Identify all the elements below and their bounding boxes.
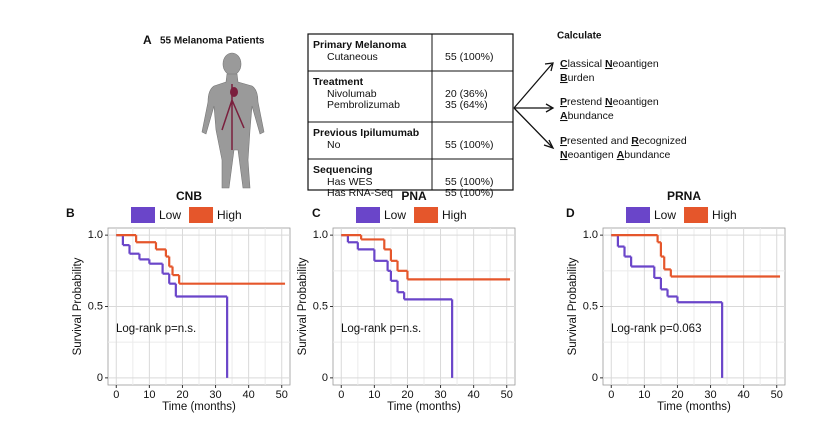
chart-title: CNB bbox=[176, 189, 202, 203]
table-section-header: Previous Ipilumumab bbox=[313, 127, 419, 139]
x-tick-label: 50 bbox=[501, 389, 513, 401]
x-tick-label: 20 bbox=[176, 389, 188, 401]
y-tick-label: 1.0 bbox=[88, 229, 103, 241]
x-tick-label: 0 bbox=[113, 389, 119, 401]
calculate-item: Abundance bbox=[560, 110, 614, 122]
survival-curve bbox=[341, 234, 454, 378]
table-section-header: Sequencing bbox=[313, 164, 373, 176]
panel-label: B bbox=[66, 206, 75, 220]
table-row-label: Cutaneous bbox=[327, 51, 378, 63]
annotation: Log-rank p=0.063 bbox=[611, 323, 701, 335]
legend-label: High bbox=[712, 208, 737, 222]
annotation: Log-rank p=n.s. bbox=[341, 323, 421, 335]
legend-label: High bbox=[442, 208, 467, 222]
x-tick-label: 10 bbox=[638, 389, 650, 401]
y-axis-label: Survival Probability bbox=[297, 257, 309, 355]
chart-title: PNA bbox=[401, 189, 427, 203]
legend-swatch bbox=[189, 207, 214, 223]
table-row-label: Has RNA-Seq bbox=[327, 187, 393, 199]
x-tick-label: 0 bbox=[608, 389, 614, 401]
x-tick-label: 30 bbox=[434, 389, 446, 401]
x-tick-label: 30 bbox=[209, 389, 221, 401]
table-row-label: Pembrolizumab bbox=[327, 99, 400, 111]
legend-swatch bbox=[356, 207, 380, 223]
table-row-value: 35 (64%) bbox=[445, 99, 488, 111]
legend-label: Low bbox=[384, 208, 406, 222]
y-tick-label: 0.5 bbox=[313, 300, 328, 312]
x-tick-label: 40 bbox=[738, 389, 750, 401]
x-tick-label: 40 bbox=[468, 389, 480, 401]
calculate-item: Prestend Neoantigen bbox=[560, 96, 659, 108]
x-tick-label: 20 bbox=[401, 389, 413, 401]
x-tick-label: 30 bbox=[704, 389, 716, 401]
x-tick-label: 10 bbox=[368, 389, 380, 401]
x-tick-label: 40 bbox=[243, 389, 255, 401]
arrows bbox=[513, 62, 555, 150]
y-tick-label: 0 bbox=[322, 372, 328, 384]
annotation: Log-rank p=n.s. bbox=[116, 323, 196, 335]
survival-curve bbox=[611, 234, 781, 278]
legend-swatch bbox=[131, 207, 155, 223]
chart-title: PRNA bbox=[667, 189, 701, 203]
panel-label: D bbox=[566, 206, 575, 220]
x-axis-label: Time (months) bbox=[162, 401, 236, 413]
table-section-header: Primary Melanoma bbox=[313, 39, 407, 51]
legend-label: High bbox=[217, 208, 242, 222]
legend-label: Low bbox=[159, 208, 181, 222]
table-row-label: Nivolumab bbox=[327, 88, 377, 100]
legend-swatch bbox=[626, 207, 650, 223]
legend-swatch bbox=[414, 207, 439, 223]
survival-curve bbox=[116, 234, 229, 378]
table-section-header: Treatment bbox=[313, 76, 364, 88]
table-row-value: 55 (100%) bbox=[445, 187, 493, 199]
y-tick-label: 0 bbox=[97, 372, 103, 384]
human-figure bbox=[201, 52, 265, 189]
x-axis-label: Time (months) bbox=[657, 401, 731, 413]
survival-curve bbox=[341, 234, 511, 281]
panel-label: A bbox=[143, 33, 152, 47]
x-tick-label: 50 bbox=[276, 389, 288, 401]
table-row-value: 55 (100%) bbox=[445, 139, 493, 151]
y-tick-label: 1.0 bbox=[313, 229, 328, 241]
x-tick-label: 0 bbox=[338, 389, 344, 401]
y-tick-label: 0.5 bbox=[88, 300, 103, 312]
x-tick-label: 10 bbox=[143, 389, 155, 401]
calculate-item: Neoantigen Abundance bbox=[560, 149, 671, 161]
survival-curve bbox=[116, 234, 286, 285]
y-tick-label: 1.0 bbox=[583, 229, 598, 241]
table-row-label: No bbox=[327, 139, 341, 151]
panel-label: C bbox=[312, 206, 321, 220]
table-row-value: 20 (36%) bbox=[445, 88, 488, 100]
legend-swatch bbox=[684, 207, 709, 223]
x-tick-label: 20 bbox=[671, 389, 683, 401]
y-axis-label: Survival Probability bbox=[72, 257, 84, 355]
legend-label: Low bbox=[654, 208, 676, 222]
table-row-label: Has WES bbox=[327, 176, 373, 188]
calculate-item: Classical Neoantigen bbox=[560, 58, 659, 70]
table-row-value: 55 (100%) bbox=[445, 176, 493, 188]
calculate-title: Calculate bbox=[557, 31, 602, 42]
survival-curve bbox=[611, 234, 724, 378]
calculate-item: Presented and Recognized bbox=[560, 135, 687, 147]
y-tick-label: 0 bbox=[592, 372, 598, 384]
calculate-item: Burden bbox=[560, 72, 595, 84]
x-tick-label: 50 bbox=[771, 389, 783, 401]
y-axis-label: Survival Probability bbox=[567, 257, 579, 355]
y-tick-label: 0.5 bbox=[583, 300, 598, 312]
table-border bbox=[307, 33, 514, 191]
table-row-value: 55 (100%) bbox=[445, 51, 493, 63]
panel-title: 55 Melanoma Patients bbox=[160, 36, 265, 47]
x-axis-label: Time (months) bbox=[387, 401, 461, 413]
